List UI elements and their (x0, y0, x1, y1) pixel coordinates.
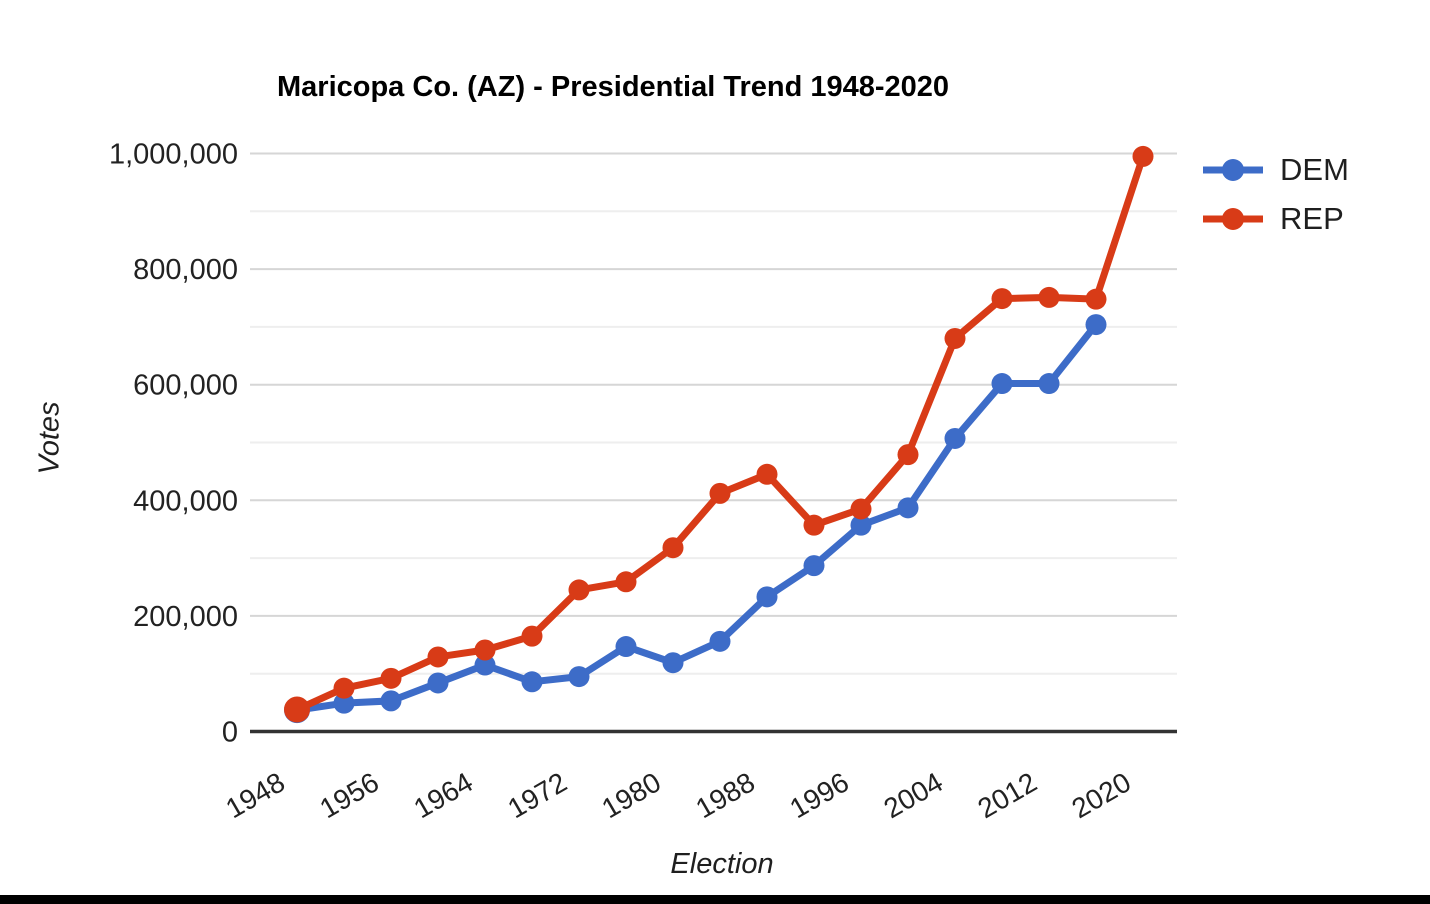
rep-series-line (293, 152, 1147, 714)
rep-point-2000[interactable] (897, 444, 919, 466)
dem-point-1968[interactable] (521, 671, 543, 693)
y-axis-title: Votes (33, 401, 66, 475)
rep-point-1972[interactable] (568, 579, 590, 601)
rep-point-1996[interactable] (850, 498, 872, 520)
legend-label-dem: DEM (1280, 152, 1349, 187)
dem-legend-marker-icon (1203, 159, 1263, 181)
rep-point-1960[interactable] (427, 646, 449, 668)
x-tick-label-1972: 1972 (503, 766, 572, 824)
dem-point-1964[interactable] (474, 654, 496, 676)
x-tick-label-1996: 1996 (785, 766, 854, 824)
rep-point-1984[interactable] (709, 482, 731, 504)
y-tick-label-400000: 400,000 (133, 485, 238, 517)
dem-point-2016[interactable] (1085, 314, 1107, 336)
x-tick-label-1988: 1988 (691, 766, 760, 824)
rep-point-1988[interactable] (756, 463, 778, 485)
dem-point-2008[interactable] (991, 373, 1013, 395)
dem-point-1992[interactable] (803, 555, 825, 577)
dem-point-1956[interactable] (380, 690, 402, 712)
rep-point-1952[interactable] (333, 677, 355, 699)
x-tick-label-2012: 2012 (973, 766, 1042, 824)
rep-point-1948[interactable] (284, 696, 310, 723)
dem-point-1984[interactable] (709, 630, 731, 652)
rep-point-2012[interactable] (1038, 286, 1060, 308)
rep-point-2020[interactable] (1132, 145, 1154, 167)
dem-point-1952[interactable] (333, 692, 355, 714)
x-tick-label-2004: 2004 (879, 766, 948, 824)
x-tick-label-2020: 2020 (1067, 766, 1136, 824)
dem-point-1980[interactable] (662, 652, 684, 674)
rep-point-1980[interactable] (662, 537, 684, 559)
x-tick-label-1948: 1948 (221, 766, 290, 824)
rep-point-2004[interactable] (944, 327, 966, 349)
rep-point-2008[interactable] (991, 288, 1013, 310)
legend-item-rep[interactable]: REP (1202, 201, 1349, 236)
rep-point-1976[interactable] (615, 571, 637, 593)
y-tick-label-800000: 800,000 (133, 254, 238, 286)
x-axis-title: Election (670, 848, 774, 880)
rep-point-1968[interactable] (521, 625, 543, 647)
dem-point-2000[interactable] (897, 497, 919, 519)
bottom-edge-bar (0, 895, 1430, 904)
y-tick-label-1000000: 1,000,000 (109, 139, 238, 171)
dem-point-1996[interactable] (850, 514, 872, 536)
rep-point-2016[interactable] (1085, 288, 1107, 310)
dem-point-1960[interactable] (427, 672, 449, 694)
dem-point-2012[interactable] (1038, 373, 1060, 395)
legend-label-rep: REP (1280, 201, 1344, 236)
chart-legend: DEM REP (1202, 152, 1349, 251)
rep-point-1964[interactable] (474, 639, 496, 661)
dem-point-1972[interactable] (568, 666, 590, 688)
rep-point-1992[interactable] (803, 514, 825, 536)
dem-point-2004[interactable] (944, 427, 966, 449)
dem-point-1988[interactable] (756, 586, 778, 608)
rep-point-1956[interactable] (380, 667, 402, 689)
chart-title: Maricopa Co. (AZ) - Presidential Trend 1… (277, 71, 950, 103)
dem-point-1976[interactable] (615, 636, 637, 658)
y-tick-label-0: 0 (222, 717, 238, 749)
rep-legend-marker-icon (1203, 208, 1263, 230)
y-tick-label-600000: 600,000 (133, 370, 238, 402)
x-tick-label-1964: 1964 (409, 766, 478, 824)
legend-item-dem[interactable]: DEM (1202, 152, 1349, 187)
y-tick-label-200000: 200,000 (133, 601, 238, 633)
x-tick-label-1980: 1980 (597, 766, 666, 824)
x-tick-label-1956: 1956 (315, 766, 384, 824)
